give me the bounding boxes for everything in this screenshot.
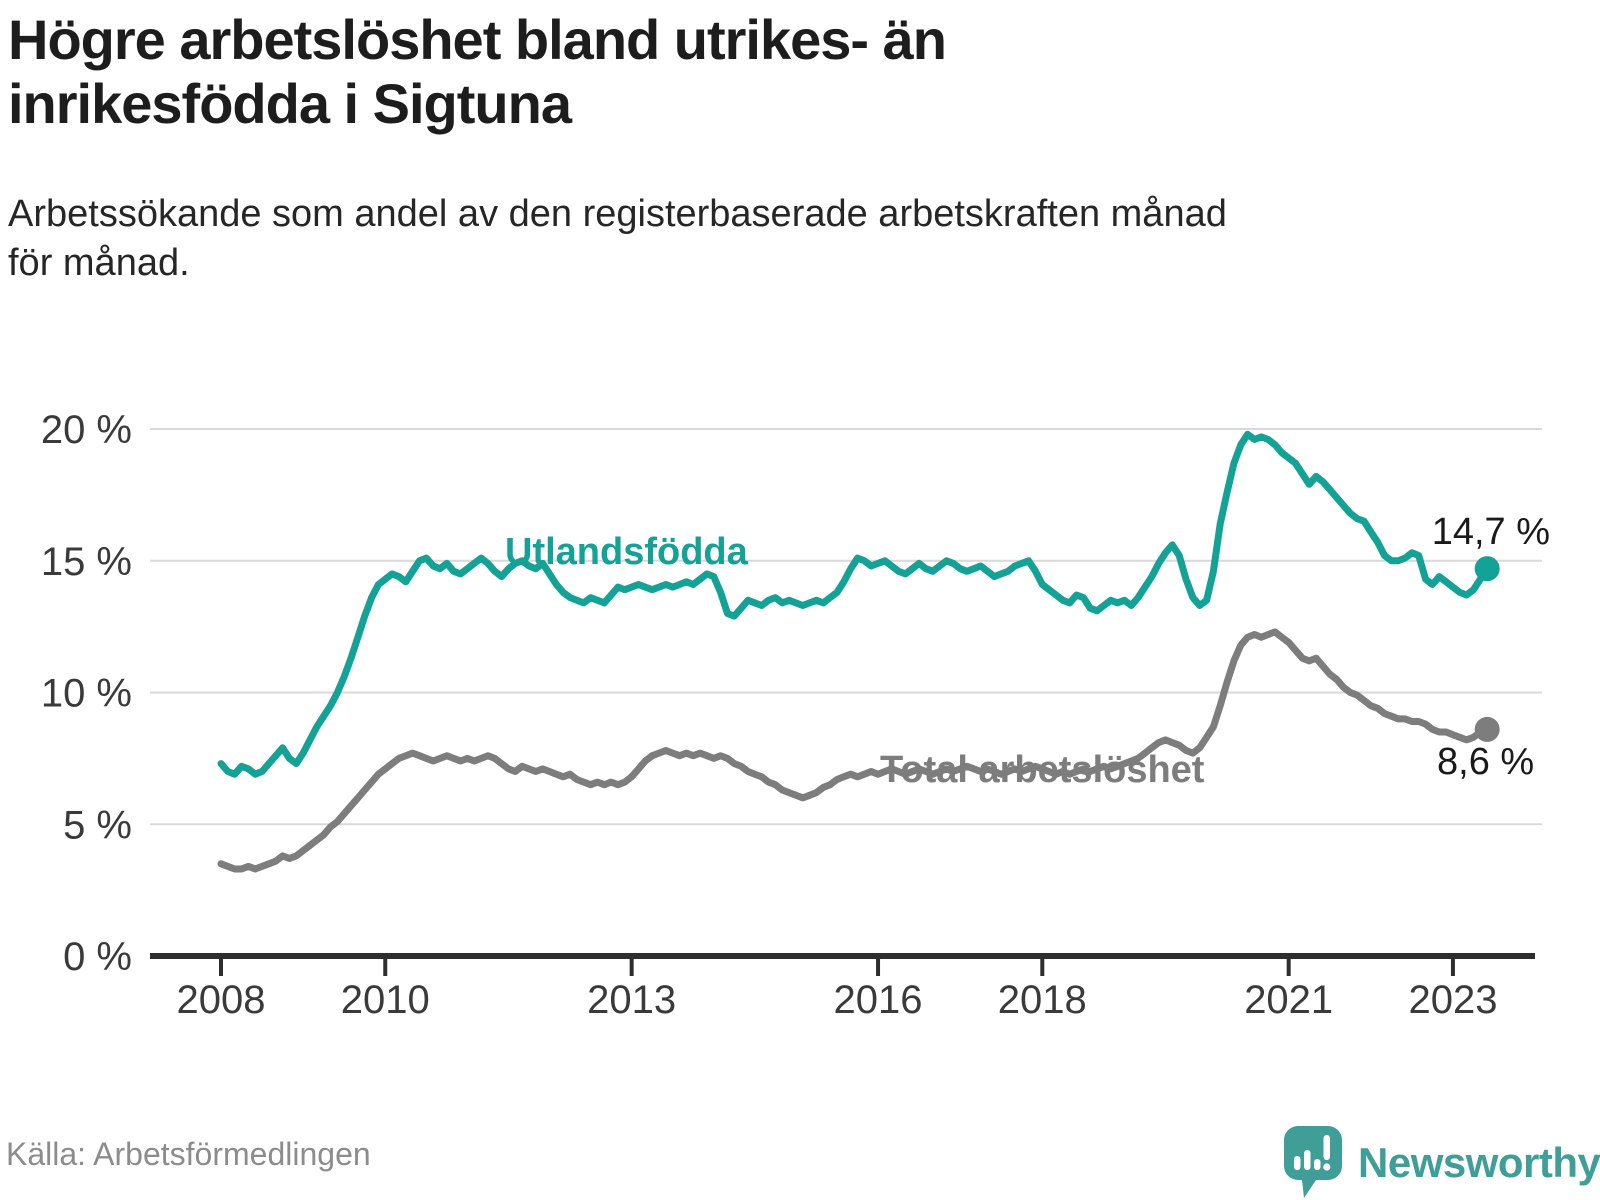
series-label-total-arbetsloshet: Total arbetslöshet	[880, 749, 1205, 791]
x-tick-label: 2010	[341, 978, 430, 1022]
end-value-label-total-arbetsloshet: 8,6 %	[1437, 741, 1535, 783]
x-tick-label: 2021	[1244, 978, 1333, 1022]
page-title-line1: Högre arbetslöshet bland utrikes- än	[8, 8, 947, 71]
y-tick-label: 20 %	[41, 408, 132, 452]
series-line-0	[217, 430, 1491, 778]
series-line-1	[217, 628, 1491, 873]
x-tick-label: 2008	[177, 978, 266, 1022]
y-tick-label: 0 %	[63, 935, 132, 979]
x-tick-label: 2018	[998, 978, 1087, 1022]
x-tick-label: 2016	[834, 978, 923, 1022]
y-tick-label: 10 %	[41, 672, 132, 716]
page-subtitle-line2: för månad.	[8, 241, 190, 284]
brand-block: Newsworthy	[1284, 1126, 1600, 1200]
brand-name: Newsworthy	[1358, 1139, 1600, 1186]
newsworthy-logo-icon	[1284, 1126, 1342, 1198]
y-tick-label: 5 %	[63, 803, 132, 847]
x-tick-label: 2013	[587, 978, 676, 1022]
y-tick-label: 15 %	[41, 540, 132, 584]
x-tick-label: 2023	[1408, 978, 1497, 1022]
page-subtitle-line1: Arbetssökande som andel av den registerb…	[8, 193, 1227, 235]
page-title-line2: inrikesfödda i Sigtuna	[8, 71, 572, 135]
source-note: Källa: Arbetsförmedlingen	[6, 1136, 371, 1172]
series-label-utlandsfodda: Utlandsfödda	[505, 531, 748, 573]
series-end-dot-1	[1474, 716, 1500, 742]
series-end-dot-0	[1474, 556, 1500, 582]
end-value-label-utlandsfodda: 14,7 %	[1431, 511, 1550, 553]
page-title: Högre arbetslöshet bland utrikes- än inr…	[8, 8, 1288, 136]
page-subtitle: Arbetssökande som andel av den registerb…	[8, 190, 1548, 287]
